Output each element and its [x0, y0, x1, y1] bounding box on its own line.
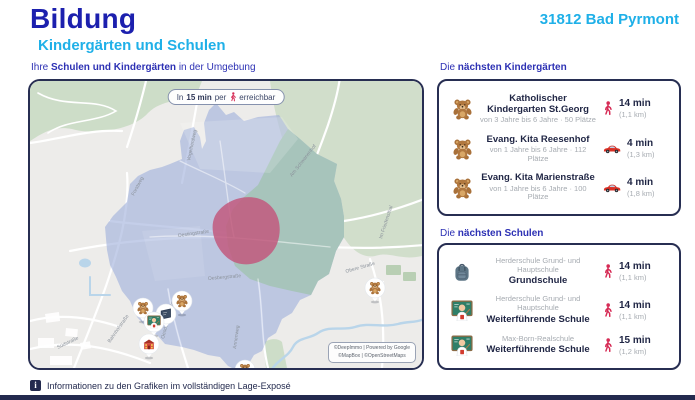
info-icon: i — [30, 380, 41, 391]
school-subtitle: Max-Born-Realschule — [501, 333, 575, 343]
map-pins — [132, 277, 386, 368]
footer-text: Informationen zu den Grafiken im vollstä… — [47, 380, 291, 391]
attribution-line1: ©DeepImmo | Powered by Google — [333, 345, 410, 351]
map-pin-kindergarten — [364, 277, 386, 304]
kindergarten-list-item: Katholischer Kindergarten St.Georg von 3… — [447, 93, 671, 125]
travel-distance: (1,1 km) — [619, 110, 647, 120]
teacher-icon — [447, 334, 477, 356]
travel-distance: (1,2 km) — [619, 346, 647, 356]
teddy-bear-icon — [447, 176, 477, 199]
svg-text:Oestingstraße: Oestingstraße — [177, 229, 209, 239]
walking-icon — [603, 303, 613, 318]
map-title-suffix: in der Umgebung — [178, 62, 256, 73]
travel-time: 14 min — [619, 299, 651, 311]
map-light-patches — [142, 117, 298, 281]
map-water — [79, 258, 422, 368]
travel-time: 14 min — [619, 98, 651, 110]
backpack-icon — [447, 261, 477, 283]
school-list-item: Herderschule Grund- und Hauptschule Grun… — [447, 255, 671, 287]
page-title: Bildung — [30, 3, 137, 34]
bottom-accent-bar — [0, 395, 695, 400]
teacher-icon — [447, 299, 477, 321]
teddy-bear-icon — [447, 137, 477, 160]
school-subtitle: Herderschule Grund- und Hauptschule — [495, 255, 581, 274]
school-list-item: Max-Born-Realschule Weiterführende Schul… — [447, 334, 671, 356]
kindergarten-name: Evang. Kita Marienstraße — [481, 172, 595, 184]
map-canvas: Forstweg Vogelherdweg Am Schwanenhof Oes… — [30, 81, 422, 368]
badge-suffix: erreichbar — [239, 92, 276, 102]
schools-card: Herderschule Grund- und Hauptschule Grun… — [437, 243, 681, 370]
map-pin-school-building — [138, 333, 160, 360]
badge-prefix: In — [176, 92, 184, 102]
svg-text:Oesbergstraße: Oesbergstraße — [208, 273, 242, 282]
kindergarten-list-item: Evang. Kita Reesenhof von 1 Jahre bis 6 … — [447, 134, 671, 164]
travel-distance: (1,1 km) — [619, 311, 647, 321]
kindergarten-name: Evang. Kita Reesenhof — [486, 133, 590, 145]
school-list-item: Herderschule Grund- und Hauptschule Weit… — [447, 295, 671, 325]
map-section-title: Ihre Schulen und Kindergärten in der Umg… — [31, 62, 256, 73]
map-title-prefix: Ihre — [31, 62, 49, 73]
kindergarten-name: Katholischer Kindergarten St.Georg — [487, 92, 589, 115]
travel-time: 14 min — [619, 261, 651, 273]
kg-title-bold: nächsten Kindergärten — [457, 62, 567, 73]
walking-icon — [229, 92, 236, 102]
walking-icon — [603, 101, 613, 116]
kindergarten-list-item: Evang. Kita Marienstraße von 1 Jahre bis… — [447, 172, 671, 202]
travel-distance: (1,3 km) — [627, 150, 655, 160]
kindergarten-details: von 1 Jahre bis 6 Jahre · 112 Plätze — [489, 144, 587, 163]
travel-time: 4 min — [627, 138, 654, 150]
kindergartens-section-title: Die nächsten Kindergärten — [440, 62, 567, 73]
walking-icon — [603, 264, 613, 279]
kindergarten-details: von 1 Jahre bis 6 Jahre · 100 Plätze — [489, 183, 587, 202]
kindergarten-details: von 3 Jahre bis 6 Jahre · 50 Plätze — [480, 115, 596, 125]
attribution-line2: ©MapBox | ©OpenStreetMaps — [338, 352, 406, 359]
kg-title-prefix: Die — [440, 62, 456, 73]
teddy-bear-icon — [447, 97, 477, 120]
map-title-bold: Schulen und Kindergärten — [51, 62, 177, 73]
reachability-badge: In 15 min per erreichbar — [167, 89, 285, 105]
kindergartens-card: Katholischer Kindergarten St.Georg von 3… — [437, 79, 681, 216]
map-pin-kindergarten — [234, 359, 256, 368]
car-icon — [603, 143, 621, 154]
map-highlight-area — [212, 197, 280, 265]
neighborhood-map: Forstweg Vogelherdweg Am Schwanenhof Oes… — [28, 79, 424, 370]
schools-title-prefix: Die — [440, 228, 456, 239]
map-attribution: ©DeepImmo | Powered by Google ©MapBox | … — [327, 342, 416, 363]
badge-mid: per — [214, 92, 227, 102]
school-name: Weiterführende Schule — [486, 314, 590, 326]
car-icon — [603, 182, 621, 193]
travel-distance: (1,1 km) — [619, 273, 647, 283]
footer-note: i Informationen zu den Grafiken im volls… — [30, 380, 291, 391]
school-name: Grundschule — [508, 275, 568, 287]
map-pin-kindergarten — [171, 290, 193, 317]
school-subtitle: Herderschule Grund- und Hauptschule — [495, 294, 581, 313]
walking-icon — [603, 338, 613, 353]
badge-time: 15 min — [186, 92, 212, 102]
travel-time: 15 min — [619, 334, 651, 346]
location-label: 31812 Bad Pyrmont — [539, 11, 679, 28]
travel-distance: (1,8 km) — [627, 188, 655, 198]
schools-section-title: Die nächsten Schulen — [440, 228, 543, 239]
school-name: Weiterführende Schule — [486, 344, 590, 356]
page-subtitle: Kindergärten und Schulen — [38, 37, 226, 54]
svg-text:Annenweg: Annenweg — [232, 325, 241, 349]
schools-title-bold: nächsten Schulen — [457, 228, 544, 239]
map-pin-kindergarten — [132, 297, 154, 324]
travel-time: 4 min — [627, 176, 654, 188]
